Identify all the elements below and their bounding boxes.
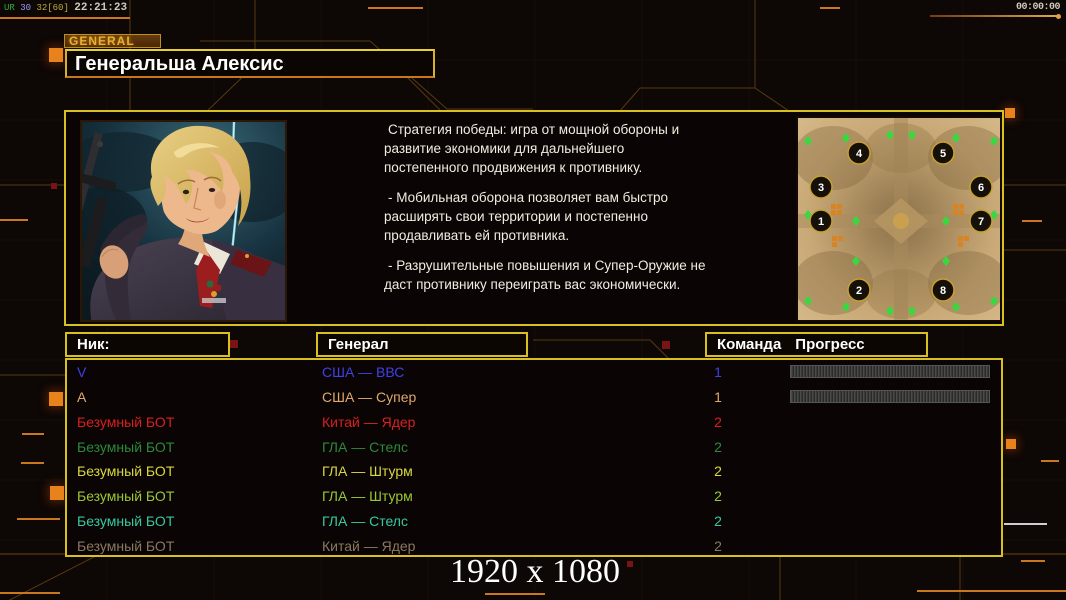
svg-text:6: 6 [978,182,984,194]
svg-text:4: 4 [856,148,863,160]
svg-text:2: 2 [856,285,862,297]
svg-text:8: 8 [940,285,946,297]
svg-text:7: 7 [978,216,984,228]
svg-text:1: 1 [818,216,824,228]
svg-text:5: 5 [940,148,946,160]
svg-text:3: 3 [818,182,824,194]
